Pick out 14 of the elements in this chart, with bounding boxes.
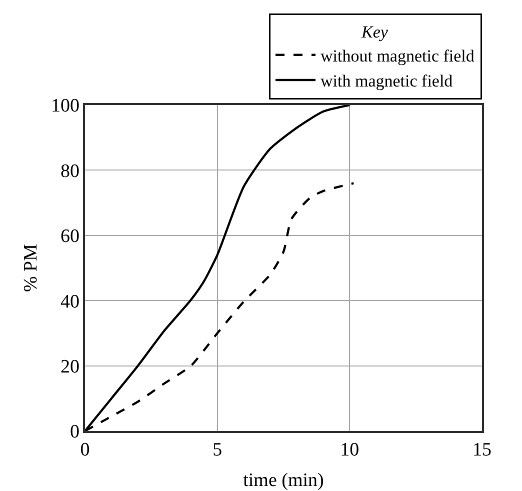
x-axis-title: time (min) <box>243 470 324 491</box>
legend-label: with magnetic field <box>320 72 454 91</box>
y-tick-label: 20 <box>60 356 80 378</box>
x-tick-label: 15 <box>472 440 492 461</box>
legend-title: Key <box>360 22 388 42</box>
y-tick-label: 0 <box>70 422 80 443</box>
y-tick-label: 60 <box>60 226 80 248</box>
y-tick-label: 40 <box>60 291 80 312</box>
x-tick-label: 5 <box>212 440 222 461</box>
y-axis-title: % PM <box>20 244 42 292</box>
legend-label: without magnetic field <box>320 46 475 66</box>
y-tick-label: 80 <box>60 160 80 182</box>
y-tick-label: 100 <box>50 96 80 117</box>
x-tick-label: 10 <box>340 440 360 461</box>
